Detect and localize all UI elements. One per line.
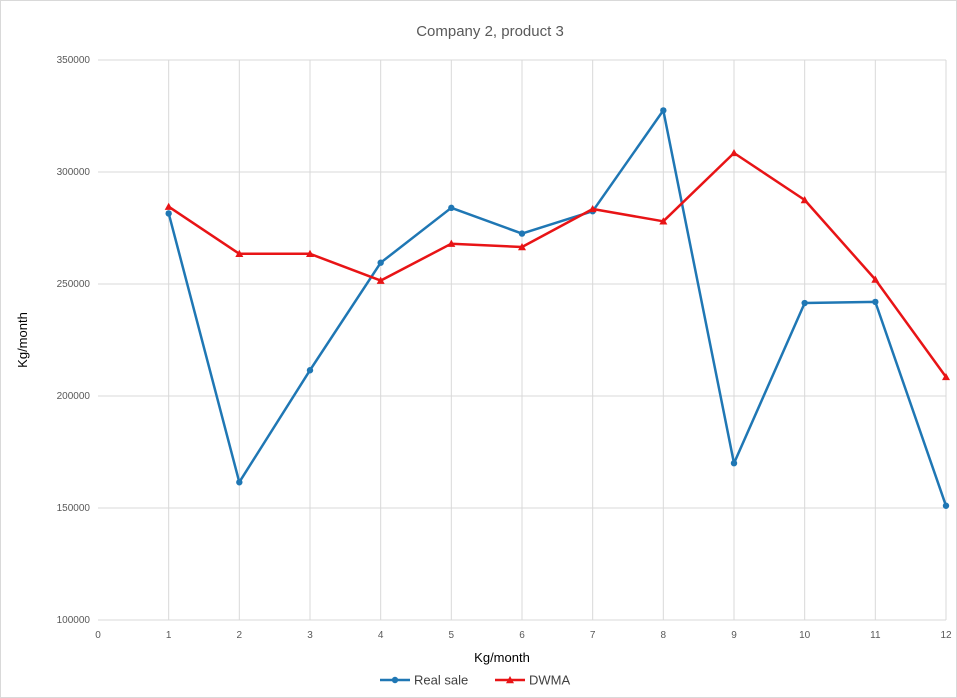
x-tick-label: 12 — [940, 630, 952, 641]
gridlines — [98, 59, 947, 621]
data-point — [801, 299, 808, 307]
legend-item-1: Real sale — [380, 673, 468, 688]
data-point — [730, 460, 738, 467]
x-tick-label: 5 — [449, 630, 455, 641]
y-tick-label: 350000 — [57, 55, 91, 66]
y-axis-title: Kg/month — [15, 312, 30, 368]
data-point — [236, 479, 243, 486]
x-tick-label: 6 — [519, 630, 525, 641]
data-point — [448, 204, 455, 212]
x-axis-title: Kg/month — [474, 650, 530, 665]
legend-marker — [506, 676, 514, 684]
legend-item-2: DWMA — [495, 673, 570, 688]
y-tick-label: 200000 — [57, 391, 91, 402]
data-point — [306, 367, 314, 374]
data-point — [164, 202, 173, 210]
data-point — [872, 298, 879, 306]
data-point — [235, 249, 244, 257]
data-point — [660, 107, 667, 114]
x-tick-label: 1 — [166, 630, 172, 641]
x-tick-label: 9 — [731, 630, 737, 641]
data-point — [376, 276, 385, 284]
chart-title: Company 2, product 3 — [416, 23, 564, 40]
data-point — [518, 230, 526, 237]
data-point — [306, 249, 314, 257]
x-tick-label: 7 — [590, 630, 596, 641]
y-tick-label: 150000 — [57, 503, 91, 514]
legend-label: Real sale — [414, 673, 468, 688]
series-line-1 — [167, 109, 948, 507]
legend-label: DWMA — [529, 673, 570, 688]
y-tick-label: 300000 — [57, 167, 91, 178]
data-point — [942, 502, 950, 509]
data-point — [800, 196, 809, 204]
x-tick-label: 2 — [237, 630, 243, 641]
data-point — [588, 204, 597, 213]
data-point — [165, 210, 172, 217]
data-point — [942, 372, 950, 381]
x-tick-label: 8 — [661, 630, 667, 641]
series-line-2 — [168, 151, 948, 378]
x-tick-label: 0 — [95, 630, 101, 641]
series-lines — [164, 107, 950, 509]
data-point — [659, 217, 668, 225]
x-tick-label: 10 — [799, 630, 811, 641]
x-tick-label: 3 — [307, 630, 313, 641]
y-tick-label: 100000 — [57, 615, 91, 626]
data-point — [871, 275, 880, 283]
data-point — [730, 148, 738, 157]
data-point — [518, 243, 526, 251]
data-point — [377, 259, 384, 266]
x-tick-label: 11 — [870, 630, 881, 641]
data-point — [447, 239, 456, 247]
y-tick-label: 250000 — [57, 279, 91, 290]
x-tick-label: 4 — [378, 630, 384, 641]
legend-marker — [391, 676, 399, 684]
legend: Real sale DWMA — [380, 673, 570, 688]
